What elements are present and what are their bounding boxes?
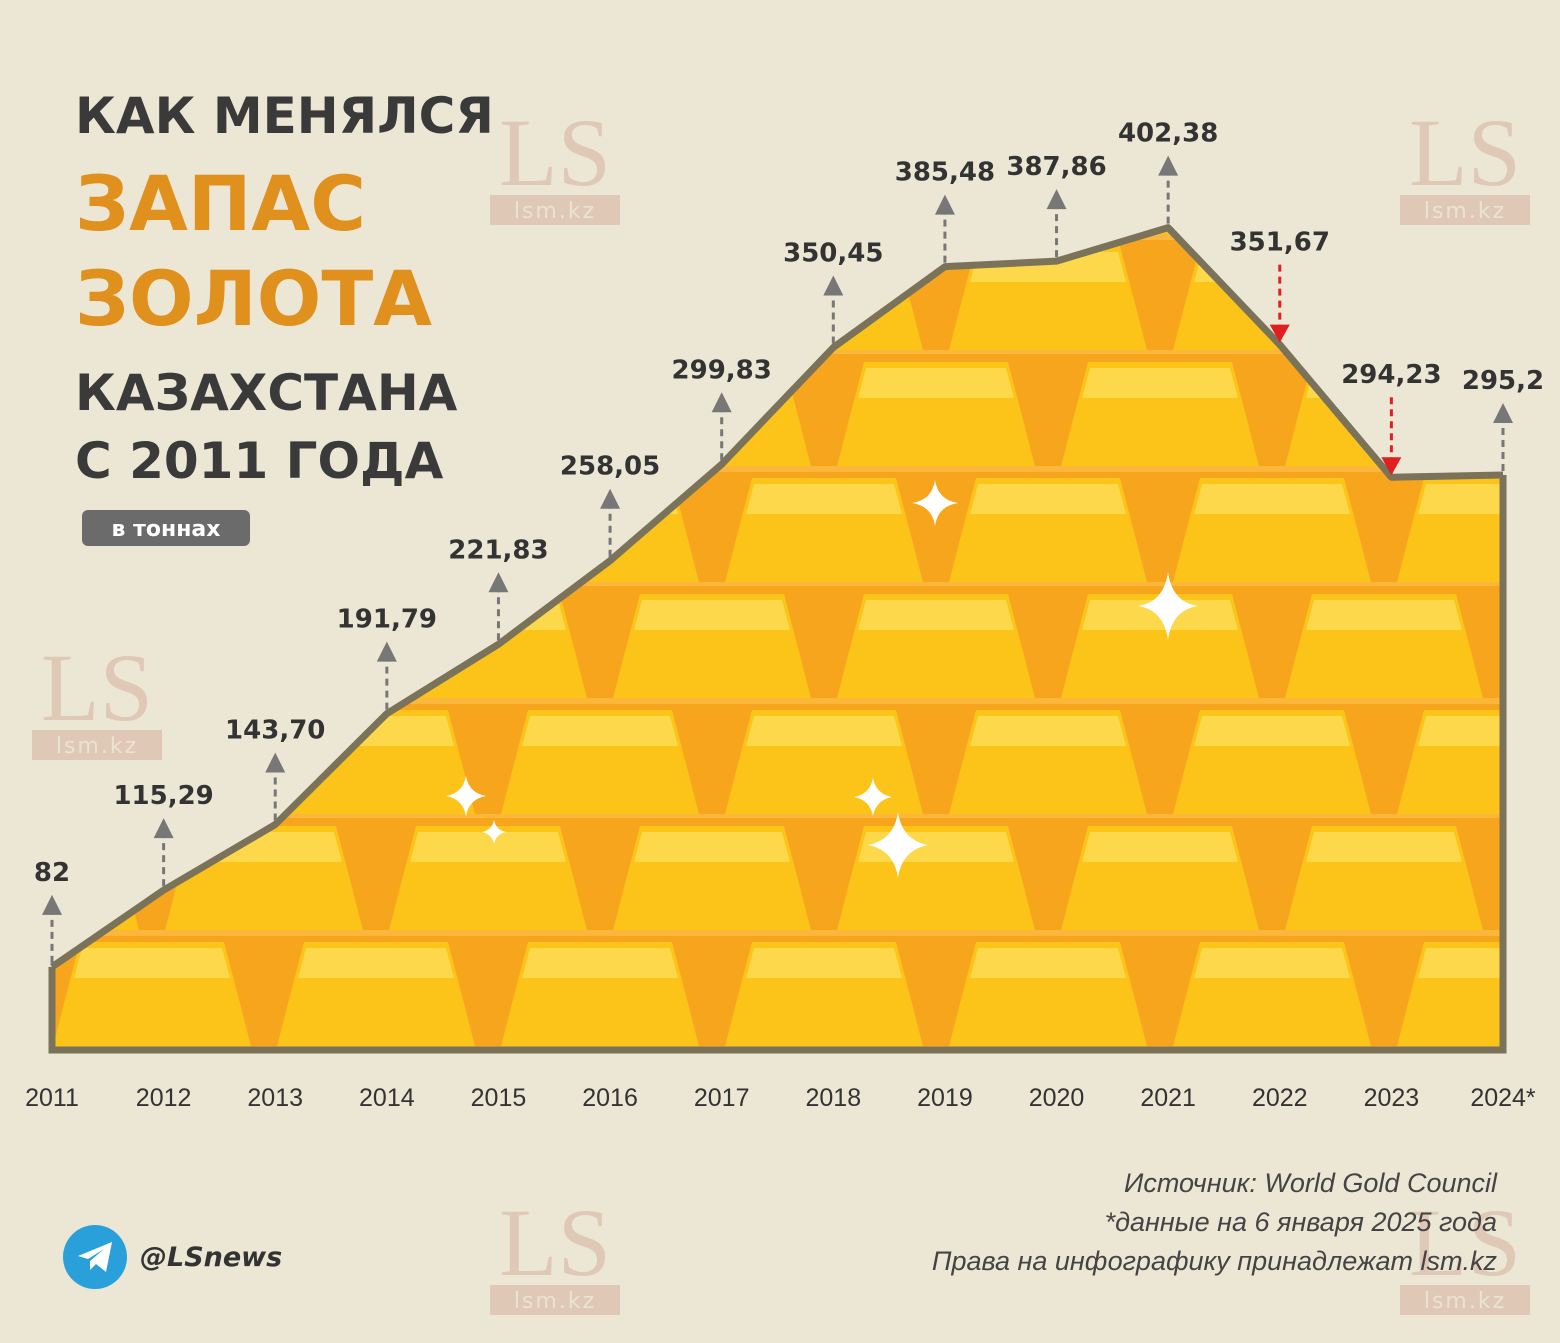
value-label: 143,70: [225, 716, 325, 746]
value-label: 294,23: [1341, 360, 1441, 390]
area-frame: [48, 474, 1507, 1054]
arrowhead: [42, 894, 62, 915]
arrowhead: [376, 641, 397, 662]
x-tick-label: 2021: [1140, 1084, 1196, 1112]
title-line: ЗАПАС: [75, 159, 366, 248]
x-tick-label: 2011: [25, 1084, 79, 1112]
telegram-plane: [78, 1242, 112, 1272]
subtitle: в тоннах: [112, 517, 221, 542]
rights: Права на инфографику принадлежат lsm.kz: [932, 1246, 1498, 1276]
x-tick-label: 2019: [917, 1084, 973, 1112]
watermark-logo: LS: [1409, 1189, 1521, 1296]
value-label: 115,29: [113, 781, 213, 811]
x-tick-label: 2015: [471, 1084, 527, 1112]
title-line: КАЗАХСТАНА: [75, 364, 458, 422]
value-label: 295,2: [1462, 366, 1544, 396]
arrowhead: [600, 488, 621, 509]
title-line: С 2011 ГОДА: [75, 432, 444, 490]
watermark-box: [490, 1285, 620, 1315]
x-tick-label: 2024*: [1470, 1084, 1536, 1112]
value-label: 402,38: [1118, 119, 1218, 149]
value-label: 191,79: [337, 605, 437, 635]
x-tick-label: 2020: [1029, 1084, 1085, 1112]
x-tick-label: 2017: [694, 1084, 750, 1112]
source: Источник: World Gold Council: [1124, 1168, 1498, 1198]
watermark-site: lsm.kz: [56, 734, 138, 759]
handle[interactable]: @LSnews: [140, 1242, 282, 1273]
watermark-site: lsm.kz: [1424, 199, 1506, 224]
watermark-box: [1400, 1285, 1530, 1315]
watermark-logo: LS: [1409, 99, 1521, 206]
value-label: 258,05: [560, 452, 660, 482]
value-label: 221,83: [448, 535, 548, 565]
value-label: 350,45: [783, 238, 883, 268]
watermark-box: [32, 730, 162, 760]
plot: 82 2011 115,29 2012 143,70 2013 191,79 2014 221,…: [25, 119, 1544, 1112]
x-tick-label: 2012: [136, 1084, 192, 1112]
note: *данные на 6 января 2025 года: [1105, 1207, 1497, 1237]
watermark-box: [490, 195, 620, 225]
arrowhead: [1269, 324, 1290, 343]
sparkles: [446, 480, 1198, 878]
value-label: 385,48: [895, 158, 995, 188]
arrowhead: [934, 194, 955, 215]
arrowhead: [1381, 457, 1402, 476]
arrowhead: [488, 572, 509, 593]
arrowhead: [823, 275, 844, 296]
value-label: 387,86: [1006, 152, 1106, 182]
arrowhead: [265, 752, 286, 773]
watermark-site: lsm.kz: [1424, 1289, 1506, 1314]
arrowhead: [1493, 402, 1513, 423]
x-tick-label: 2018: [805, 1084, 861, 1112]
subtitle-badge: [82, 510, 250, 546]
value-label: 82: [34, 858, 70, 888]
value-label: 351,67: [1230, 228, 1330, 258]
value-label: 299,83: [672, 355, 772, 385]
x-tick-label: 2014: [359, 1084, 415, 1112]
title-line: КАК МЕНЯЛСЯ: [75, 87, 494, 145]
watermark-logo: LS: [499, 99, 611, 206]
watermark-logo: LS: [41, 634, 153, 741]
watermark-box: [1400, 195, 1530, 225]
area-fill: [52, 227, 1503, 1051]
watermark-site: lsm.kz: [514, 1289, 596, 1314]
line: [50, 224, 1504, 970]
arrowhead: [1046, 189, 1067, 210]
watermark-logo: LS: [499, 1189, 611, 1296]
arrowhead: [711, 392, 732, 413]
watermark-site: lsm.kz: [514, 199, 596, 224]
x-tick-label: 2016: [582, 1084, 638, 1112]
x-tick-label: 2022: [1252, 1084, 1308, 1112]
title-line: ЗОЛОТА: [75, 254, 432, 343]
arrowhead: [153, 818, 174, 839]
x-tick-label: 2013: [247, 1084, 303, 1112]
arrowhead: [1158, 155, 1179, 176]
x-tick-label: 2023: [1364, 1084, 1420, 1112]
